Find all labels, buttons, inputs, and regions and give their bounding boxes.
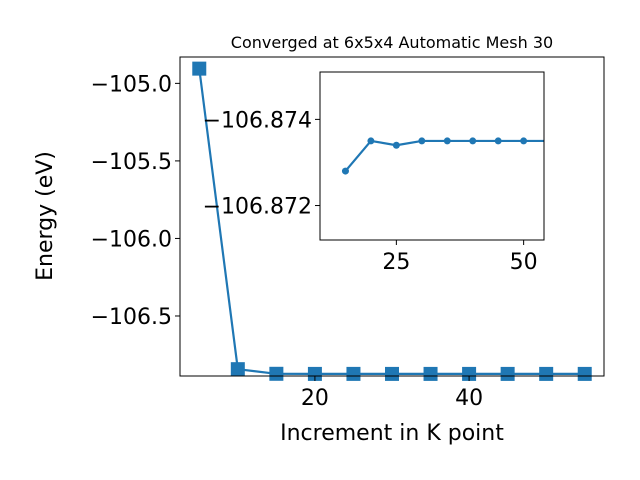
main-y-tick-label-2: −105.5 (91, 150, 172, 175)
inset-point-3 (392, 141, 400, 149)
inset-y-ticks: −106.874 −106.872 (203, 108, 320, 220)
inset-x-tick-label-2: 50 (510, 250, 538, 275)
main-point-8 (462, 366, 477, 381)
main-y-tick-label-1: −105.0 (91, 72, 172, 97)
main-x-tick-label-1: 20 (301, 386, 329, 411)
inset-plot-frame (319, 71, 545, 241)
inset-point-1 (341, 167, 349, 175)
inset-y-tick-label-1: −106.874 (203, 108, 312, 133)
x-axis-label: Increment in K point (280, 421, 504, 446)
main-point-10 (539, 366, 554, 381)
inset-point-5 (443, 137, 451, 145)
inset-series-group (341, 137, 544, 175)
main-point-4 (307, 366, 322, 381)
inset-background (320, 72, 544, 240)
inset-y-tick-label-2: −106.872 (203, 195, 312, 220)
inset-point-7 (494, 137, 502, 145)
main-y-ticks: −105.0 −105.5 −106.0 −106.5 (91, 72, 180, 330)
main-x-ticks: 20 40 (301, 376, 483, 411)
main-series-group (192, 61, 592, 381)
inset-series (341, 137, 544, 175)
inset-x-tick-label-1: 25 (382, 250, 410, 275)
main-plot-frame (179, 56, 605, 377)
y-axis-label: Energy (eV) (33, 151, 58, 281)
inset-point-6 (469, 137, 477, 145)
inset-chart: 25 50 −106.874 −106.872 (203, 71, 545, 275)
main-point-6 (385, 366, 399, 381)
main-point-2 (230, 362, 245, 377)
chart-title: Converged at 6x5x4 Automatic Mesh 30 (231, 33, 553, 52)
inset-point-8 (520, 137, 528, 145)
main-point-9 (500, 366, 515, 381)
main-point-1 (192, 61, 207, 76)
inset-x-ticks: 25 50 (382, 240, 538, 275)
main-point-7 (423, 366, 438, 381)
main-point-11 (577, 366, 592, 381)
inset-point-2 (367, 137, 375, 145)
main-y-tick-label-3: −106.0 (91, 227, 172, 252)
inset-point-4 (418, 137, 426, 145)
main-y-tick-label-4: −106.5 (91, 305, 172, 330)
main-point-3 (269, 366, 284, 381)
main-point-5 (346, 366, 361, 381)
main-x-tick-label-2: 40 (455, 386, 483, 411)
main-series (192, 61, 592, 381)
main-chart: 20 40 −105.0−105.5−106.0−106.5 Converged … (33, 33, 605, 446)
